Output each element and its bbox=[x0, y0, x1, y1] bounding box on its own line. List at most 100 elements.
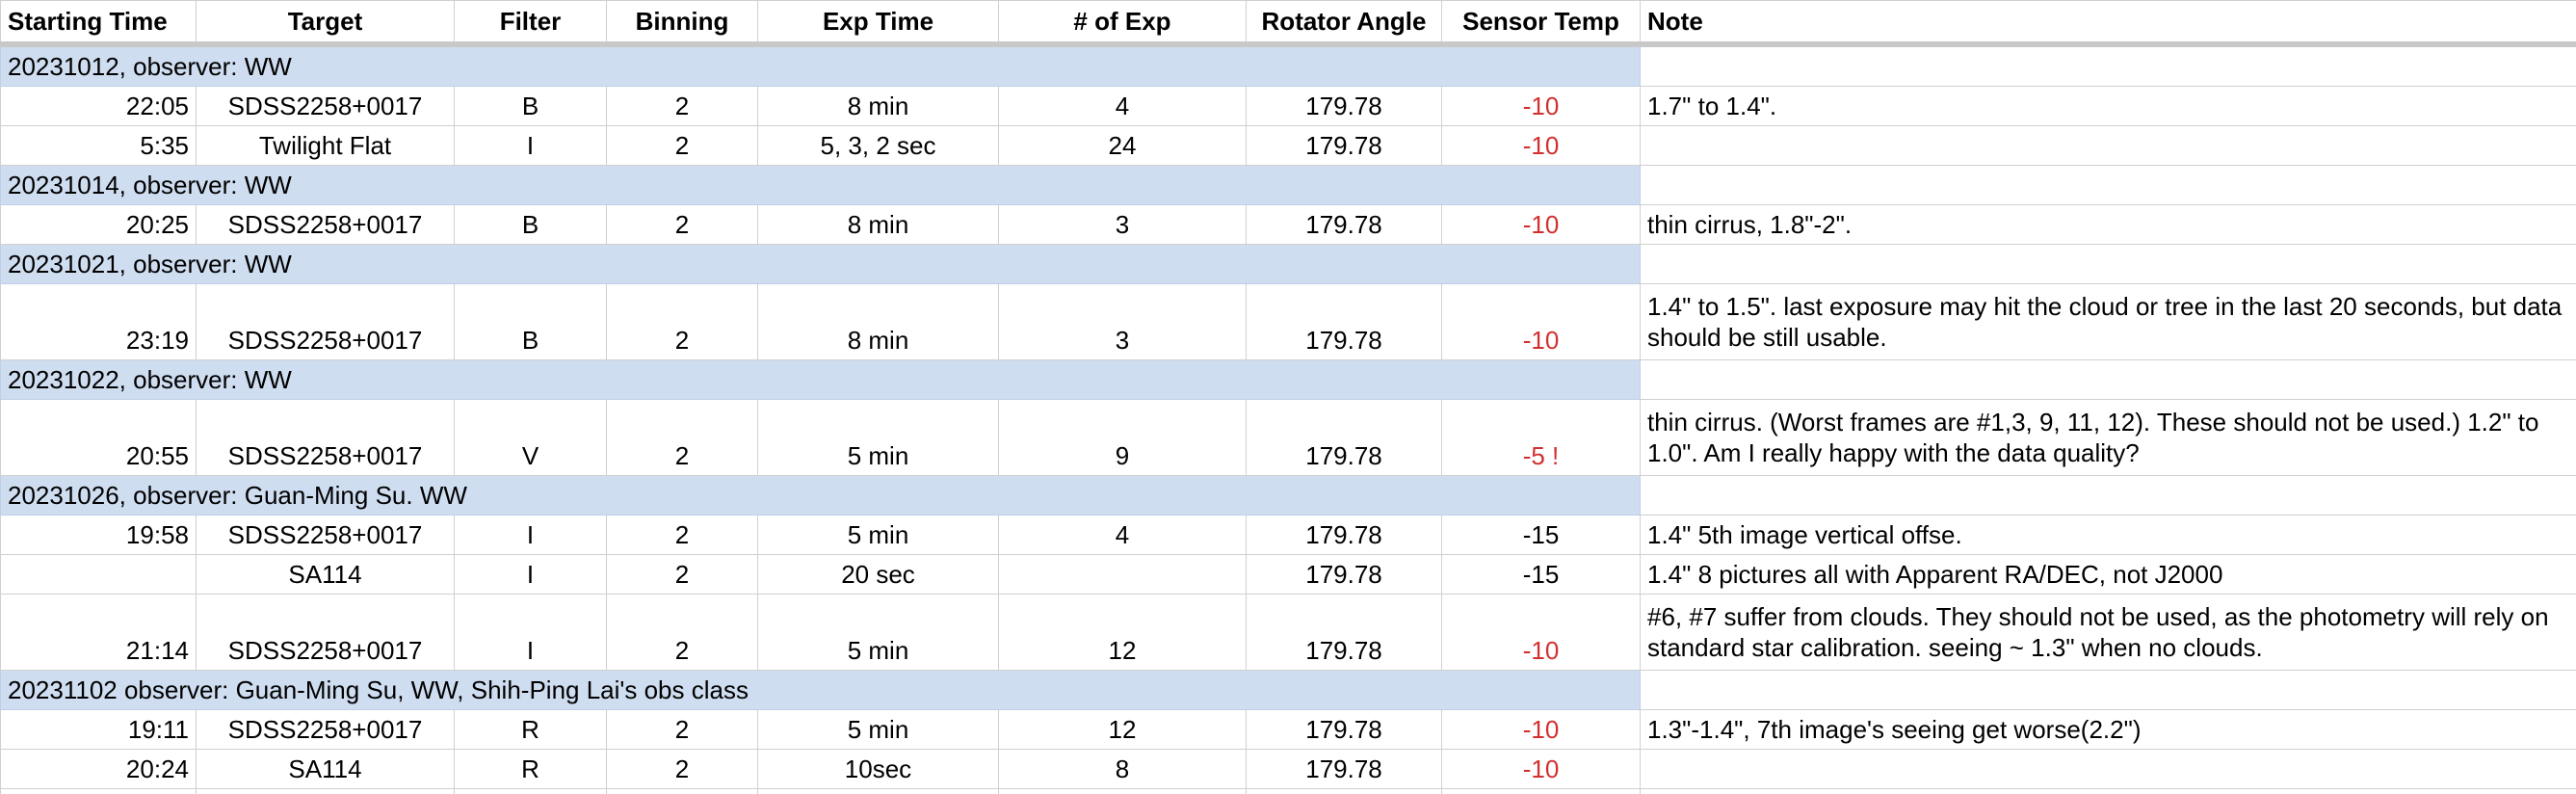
header-filter[interactable]: Filter bbox=[454, 0, 607, 47]
empty-cell[interactable] bbox=[1640, 788, 2576, 794]
cell-binning[interactable]: 2 bbox=[606, 594, 758, 671]
cell-sensor-temp[interactable]: -10 bbox=[1441, 204, 1641, 245]
group-note-cell[interactable] bbox=[1640, 165, 2576, 205]
cell-num-exp[interactable] bbox=[998, 554, 1247, 595]
cell-num-exp[interactable]: 12 bbox=[998, 594, 1247, 671]
cell-exp-time[interactable]: 8 min bbox=[757, 86, 999, 126]
table-row[interactable]: 20:55 SDSS2258+0017 V 2 5 min 9 179.78 -5 ! thin… bbox=[0, 399, 2576, 476]
empty-cell[interactable] bbox=[998, 788, 1247, 794]
header-exp-time[interactable]: Exp Time bbox=[757, 0, 999, 47]
group-note-cell[interactable] bbox=[1640, 244, 2576, 284]
cell-binning[interactable]: 2 bbox=[606, 554, 758, 595]
cell-starting-time[interactable] bbox=[0, 554, 197, 595]
cell-filter[interactable]: B bbox=[454, 283, 607, 360]
cell-filter[interactable]: B bbox=[454, 86, 607, 126]
cell-target[interactable]: SA114 bbox=[196, 749, 455, 789]
cell-exp-time[interactable]: 8 min bbox=[757, 204, 999, 245]
cell-rotator-angle[interactable]: 179.78 bbox=[1246, 749, 1442, 789]
cell-starting-time[interactable]: 5:35 bbox=[0, 125, 197, 166]
table-row[interactable]: 19:58 SDSS2258+0017 I 2 5 min 4 179.78 -15 1.4" … bbox=[0, 515, 2576, 555]
group-row[interactable]: 20231026, observer: Guan-Ming Su. WW bbox=[0, 475, 2576, 516]
cell-filter[interactable]: R bbox=[454, 709, 607, 750]
cell-note[interactable]: 1.7" to 1.4". bbox=[1640, 86, 2576, 126]
cell-starting-time[interactable]: 20:55 bbox=[0, 399, 197, 476]
cell-note[interactable] bbox=[1640, 125, 2576, 166]
cell-target[interactable]: SDSS2258+0017 bbox=[196, 399, 455, 476]
cell-num-exp[interactable]: 3 bbox=[998, 283, 1247, 360]
cell-rotator-angle[interactable]: 179.78 bbox=[1246, 594, 1442, 671]
table-row[interactable]: 22:05 SDSS2258+0017 B 2 8 min 4 179.78 -10 1.7" … bbox=[0, 86, 2576, 126]
cell-binning[interactable]: 2 bbox=[606, 125, 758, 166]
header-starting-time[interactable]: Starting Time bbox=[0, 0, 197, 47]
cell-sensor-temp[interactable]: -15 bbox=[1441, 515, 1641, 555]
group-title[interactable]: 20231012, observer: WW bbox=[0, 43, 1641, 87]
header-rotator-angle[interactable]: Rotator Angle bbox=[1246, 0, 1442, 47]
cell-exp-time[interactable]: 10sec bbox=[757, 749, 999, 789]
empty-cell[interactable] bbox=[1441, 788, 1641, 794]
cell-num-exp[interactable]: 8 bbox=[998, 749, 1247, 789]
cell-filter[interactable]: I bbox=[454, 125, 607, 166]
cell-starting-time[interactable]: 22:05 bbox=[0, 86, 197, 126]
cell-filter[interactable]: V bbox=[454, 399, 607, 476]
cell-rotator-angle[interactable]: 179.78 bbox=[1246, 709, 1442, 750]
empty-row[interactable] bbox=[0, 788, 2576, 794]
cell-sensor-temp[interactable]: -5 ! bbox=[1441, 399, 1641, 476]
group-title[interactable]: 20231021, observer: WW bbox=[0, 244, 1641, 284]
cell-note[interactable]: thin cirrus, 1.8"-2". bbox=[1640, 204, 2576, 245]
cell-exp-time[interactable]: 5 min bbox=[757, 594, 999, 671]
cell-sensor-temp[interactable]: -10 bbox=[1441, 709, 1641, 750]
cell-rotator-angle[interactable]: 179.78 bbox=[1246, 399, 1442, 476]
cell-num-exp[interactable]: 4 bbox=[998, 515, 1247, 555]
cell-binning[interactable]: 2 bbox=[606, 749, 758, 789]
cell-exp-time[interactable]: 5 min bbox=[757, 515, 999, 555]
cell-num-exp[interactable]: 3 bbox=[998, 204, 1247, 245]
empty-cell[interactable] bbox=[1246, 788, 1442, 794]
cell-filter[interactable]: I bbox=[454, 554, 607, 595]
cell-sensor-temp[interactable]: -10 bbox=[1441, 283, 1641, 360]
cell-sensor-temp[interactable]: -10 bbox=[1441, 125, 1641, 166]
cell-binning[interactable]: 2 bbox=[606, 86, 758, 126]
cell-note[interactable]: 1.4" to 1.5". last exposure may hit the … bbox=[1640, 283, 2576, 360]
group-title[interactable]: 20231102 observer: Guan-Ming Su, WW, Shi… bbox=[0, 670, 1641, 710]
cell-target[interactable]: SDSS2258+0017 bbox=[196, 204, 455, 245]
group-row[interactable]: 20231012, observer: WW bbox=[0, 43, 2576, 87]
cell-rotator-angle[interactable]: 179.78 bbox=[1246, 554, 1442, 595]
cell-num-exp[interactable]: 24 bbox=[998, 125, 1247, 166]
cell-target[interactable]: Twilight Flat bbox=[196, 125, 455, 166]
header-sensor-temp[interactable]: Sensor Temp bbox=[1441, 0, 1641, 47]
cell-starting-time[interactable]: 21:14 bbox=[0, 594, 197, 671]
cell-filter[interactable]: R bbox=[454, 749, 607, 789]
table-row[interactable]: 21:14 SDSS2258+0017 I 2 5 min 12 179.78 -10 #6, … bbox=[0, 594, 2576, 671]
empty-cell[interactable] bbox=[0, 788, 197, 794]
table-row[interactable]: 5:35 Twilight Flat I 2 5, 3, 2 sec 24 179.78 -1… bbox=[0, 125, 2576, 166]
group-title[interactable]: 20231014, observer: WW bbox=[0, 165, 1641, 205]
empty-cell[interactable] bbox=[757, 788, 999, 794]
cell-sensor-temp[interactable]: -10 bbox=[1441, 594, 1641, 671]
cell-sensor-temp[interactable]: -15 bbox=[1441, 554, 1641, 595]
table-row[interactable]: 19:11 SDSS2258+0017 R 2 5 min 12 179.78 -10 1.3"… bbox=[0, 709, 2576, 750]
cell-filter[interactable]: I bbox=[454, 594, 607, 671]
table-row[interactable]: 23:19 SDSS2258+0017 B 2 8 min 3 179.78 -10 1.4" … bbox=[0, 283, 2576, 360]
header-note[interactable]: Note bbox=[1640, 0, 2576, 47]
cell-starting-time[interactable]: 19:11 bbox=[0, 709, 197, 750]
group-note-cell[interactable] bbox=[1640, 43, 2576, 87]
cell-filter[interactable]: I bbox=[454, 515, 607, 555]
group-row[interactable]: 20231014, observer: WW bbox=[0, 165, 2576, 205]
cell-num-exp[interactable]: 4 bbox=[998, 86, 1247, 126]
cell-note[interactable]: thin cirrus. (Worst frames are #1,3, 9, … bbox=[1640, 399, 2576, 476]
cell-exp-time[interactable]: 8 min bbox=[757, 283, 999, 360]
cell-starting-time[interactable]: 20:24 bbox=[0, 749, 197, 789]
header-binning[interactable]: Binning bbox=[606, 0, 758, 47]
cell-exp-time[interactable]: 5 min bbox=[757, 709, 999, 750]
cell-rotator-angle[interactable]: 179.78 bbox=[1246, 125, 1442, 166]
cell-num-exp[interactable]: 12 bbox=[998, 709, 1247, 750]
table-row[interactable]: 20:25 SDSS2258+0017 B 2 8 min 3 179.78 -10 thin … bbox=[0, 204, 2576, 245]
cell-binning[interactable]: 2 bbox=[606, 204, 758, 245]
cell-target[interactable]: SA114 bbox=[196, 554, 455, 595]
cell-note[interactable]: 1.4" 5th image vertical offse. bbox=[1640, 515, 2576, 555]
cell-target[interactable]: SDSS2258+0017 bbox=[196, 709, 455, 750]
group-title[interactable]: 20231022, observer: WW bbox=[0, 359, 1641, 400]
table-row[interactable]: SA114 I 2 20 sec 179.78 -15 1.4" 8 pictures al… bbox=[0, 554, 2576, 595]
cell-starting-time[interactable]: 20:25 bbox=[0, 204, 197, 245]
header-num-exp[interactable]: # of Exp bbox=[998, 0, 1247, 47]
